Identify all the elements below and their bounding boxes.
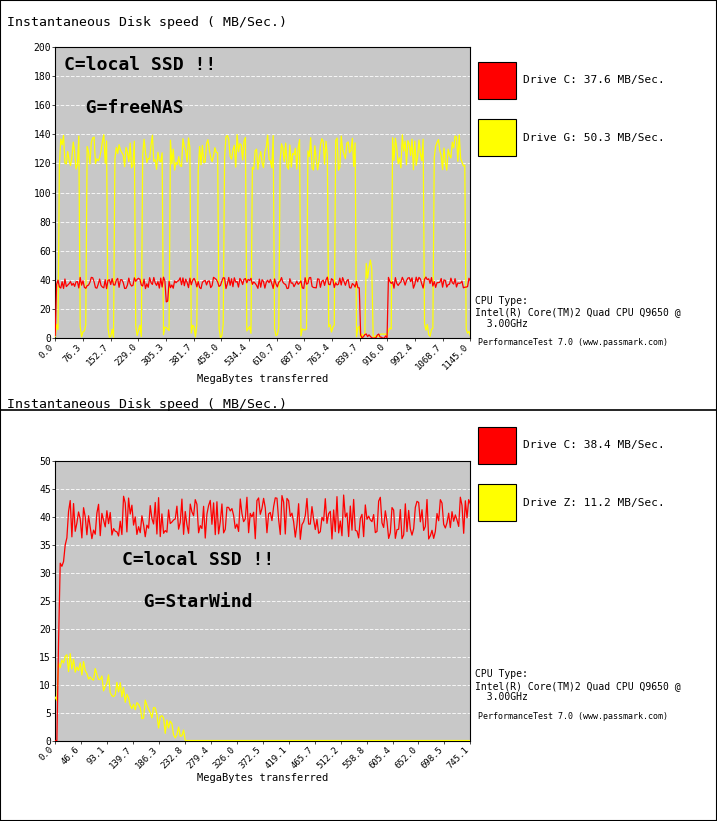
Text: Drive C: 37.6 MB/Sec.: Drive C: 37.6 MB/Sec. [523,75,665,85]
X-axis label: MegaBytes transferred: MegaBytes transferred [197,374,328,384]
Text: Drive C: 38.4 MB/Sec.: Drive C: 38.4 MB/Sec. [523,440,665,451]
Text: Instantaneous Disk speed ( MB/Sec.): Instantaneous Disk speed ( MB/Sec.) [7,397,288,410]
Text: CPU Type:
Intel(R) Core(TM)2 Quad CPU Q9650 @
  3.00GHz: CPU Type: Intel(R) Core(TM)2 Quad CPU Q9… [475,296,680,328]
Text: Drive Z: 11.2 MB/Sec.: Drive Z: 11.2 MB/Sec. [523,498,665,508]
Text: PerformanceTest 7.0 (www.passmark.com): PerformanceTest 7.0 (www.passmark.com) [478,338,668,347]
Text: PerformanceTest 7.0 (www.passmark.com): PerformanceTest 7.0 (www.passmark.com) [478,712,668,721]
Text: CPU Type:
Intel(R) Core(TM)2 Quad CPU Q9650 @
  3.00GHz: CPU Type: Intel(R) Core(TM)2 Quad CPU Q9… [475,669,680,702]
Text: G=StarWind: G=StarWind [122,593,252,611]
Text: Drive G: 50.3 MB/Sec.: Drive G: 50.3 MB/Sec. [523,132,665,143]
X-axis label: MegaBytes transferred: MegaBytes transferred [197,773,328,783]
Text: C=local SSD !!: C=local SSD !! [64,56,216,74]
Text: Instantaneous Disk speed ( MB/Sec.): Instantaneous Disk speed ( MB/Sec.) [7,16,288,29]
Text: C=local SSD !!: C=local SSD !! [122,551,274,569]
Text: G=freeNAS: G=freeNAS [64,99,183,117]
